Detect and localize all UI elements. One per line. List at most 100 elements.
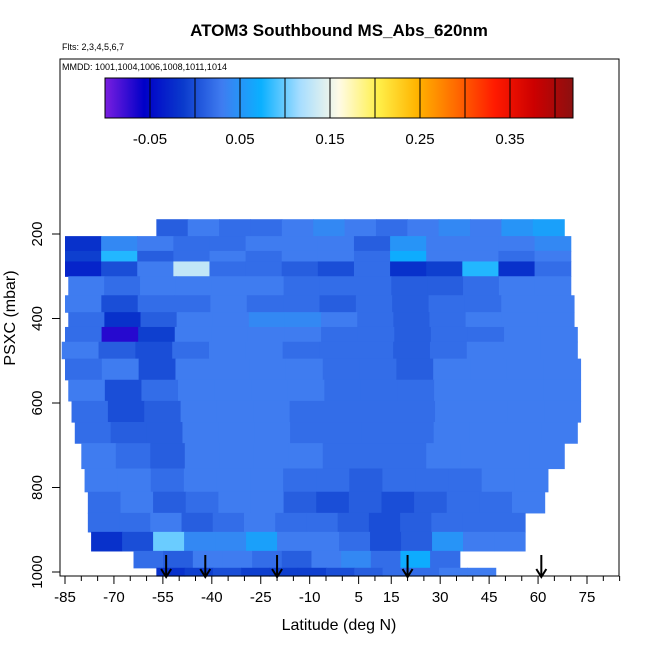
heatmap-cell (180, 400, 218, 423)
heatmap-cell (306, 512, 339, 533)
heatmap-cell (428, 295, 466, 313)
heatmap-cell (493, 512, 526, 533)
heatmap-cell (361, 422, 399, 444)
heatmap-cell (446, 491, 480, 514)
heatmap-cell (68, 276, 105, 296)
heatmap-cell (211, 276, 249, 296)
heatmap-cell (319, 276, 356, 296)
heatmap-cell (150, 443, 186, 470)
heatmap-cell (284, 326, 322, 343)
heatmap-cell (253, 400, 291, 423)
heatmap-cell (183, 468, 218, 493)
heatmap-cell (381, 491, 415, 514)
heatmap-cell (68, 379, 106, 402)
heatmap-cell (507, 400, 545, 423)
heatmap-cell (246, 295, 284, 313)
heatmap-cell (277, 531, 309, 552)
heatmap-cell (507, 379, 545, 402)
heatmap-cell (407, 219, 440, 237)
heatmap-cell (269, 567, 299, 577)
heatmap-cell (429, 312, 467, 328)
heatmap-cell (87, 512, 120, 533)
heatmap-cell (219, 443, 255, 470)
heatmap-cell (511, 491, 546, 514)
heatmap-cell (249, 358, 287, 381)
heatmap-cell (176, 312, 214, 328)
heatmap-cell (430, 326, 469, 343)
heatmap-cell (503, 341, 541, 360)
x-axis: -85 -70 -55 -40 -25 -10 5 15 30 45 60 75 (54, 575, 621, 606)
heatmap-cell (181, 512, 214, 533)
heatmap-cell (81, 443, 117, 470)
down-arrow-icon (535, 555, 548, 579)
heatmap-cell (534, 236, 572, 252)
heatmap-cell (322, 443, 358, 470)
heatmap-cell (245, 341, 284, 360)
heatmap-cell (540, 341, 578, 360)
heatmap-cell (390, 261, 427, 277)
heatmap-cell (540, 326, 578, 343)
heatmap-cell (463, 531, 495, 552)
heatmap-cell (140, 312, 178, 328)
heatmap-cell (137, 250, 174, 263)
heatmap-cell (467, 567, 497, 577)
heatmap-cell (284, 312, 322, 328)
heatmap-cell (313, 219, 346, 237)
heatmap-cell (398, 400, 436, 423)
heatmap-cell (283, 491, 317, 514)
heatmap-cell (448, 468, 483, 493)
heatmap-cell (463, 276, 500, 296)
heatmap-cell (173, 261, 211, 277)
heatmap-cell (247, 326, 286, 343)
heatmap-cell (429, 341, 468, 360)
heatmap-cell (316, 491, 350, 514)
heatmap-cell (65, 326, 103, 343)
heatmap-cell (370, 531, 402, 552)
heatmap-cell (91, 531, 123, 552)
heatmap-cell (250, 468, 284, 493)
heatmap-cell (426, 261, 463, 277)
heatmap-cell (178, 379, 216, 402)
heatmap-cell (251, 379, 289, 402)
heatmap-cell (153, 491, 187, 514)
heatmap-cell (541, 422, 578, 444)
heatmap-cell (215, 531, 247, 552)
heatmap-cell (481, 468, 516, 493)
heatmap-cell (360, 379, 399, 402)
x-axis-label: Latitude (deg N) (282, 617, 397, 634)
y-axis-label: PSXC (mbar) (2, 270, 19, 365)
x-tick-label: 60 (530, 589, 547, 606)
heatmap-cell (141, 379, 179, 402)
heatmap-cell (65, 250, 102, 263)
heatmap-cell (426, 236, 463, 252)
heatmap-cell (427, 276, 464, 296)
heatmap-cell (359, 358, 397, 381)
heatmap-cell (462, 236, 500, 252)
heatmap-cell (353, 250, 391, 263)
heatmap-cell (543, 379, 582, 402)
heatmap-cell (282, 341, 321, 360)
heatmap-cell (104, 379, 143, 402)
heatmap-cell (65, 236, 102, 252)
heatmap-cell (138, 326, 176, 343)
heatmap-cell (185, 491, 219, 514)
heatmap-cell (430, 550, 461, 569)
heatmap-cell (146, 422, 184, 444)
heatmap-cell (119, 512, 151, 533)
heatmap-cell (534, 276, 572, 296)
heatmap-cell (104, 276, 141, 296)
heatmap-cell (431, 512, 464, 533)
heatmap-cell (218, 491, 252, 514)
heatmap-cell (390, 236, 427, 252)
heatmap-cell (150, 468, 185, 493)
heatmap-cell (122, 531, 154, 552)
heatmap-cell (529, 443, 565, 470)
heatmap-cell (311, 550, 342, 569)
heatmap-cell (212, 567, 242, 577)
heatmap-cell (324, 379, 362, 402)
x-tick-label: 45 (481, 589, 498, 606)
heatmap-cell (252, 550, 283, 569)
x-tick-label: -25 (250, 589, 272, 606)
heatmap-cell (465, 312, 503, 328)
heatmap-cell (211, 326, 249, 343)
